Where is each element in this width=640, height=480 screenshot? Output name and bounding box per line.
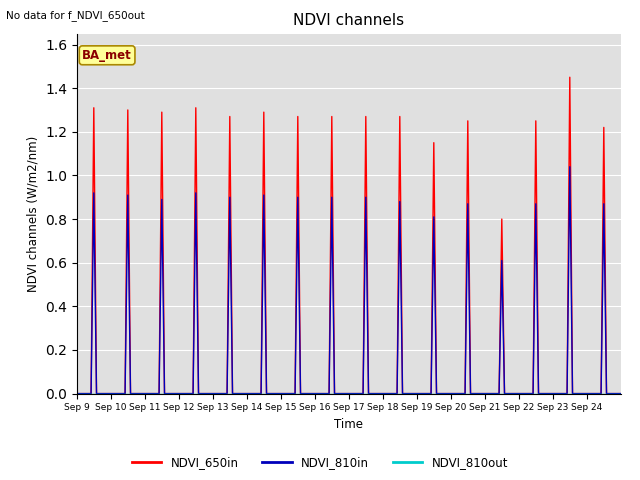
Line: NDVI_810in: NDVI_810in [77, 167, 621, 394]
NDVI_810in [566, 164, 573, 169]
NDVI_810out [396, 391, 404, 396]
NDVI_650in [428, 391, 435, 396]
NDVI_810out [617, 391, 625, 396]
X-axis label: Time: Time [334, 418, 364, 431]
NDVI_810out [399, 391, 406, 396]
Text: No data for f_NDVI_650out: No data for f_NDVI_650out [6, 10, 145, 21]
Y-axis label: NDVI channels (W/m2/nm): NDVI channels (W/m2/nm) [26, 135, 40, 292]
NDVI_650in [549, 391, 557, 396]
Line: NDVI_650in: NDVI_650in [77, 77, 621, 394]
NDVI_810in [447, 391, 454, 396]
NDVI_650in [617, 391, 625, 396]
Title: NDVI channels: NDVI channels [293, 13, 404, 28]
NDVI_650in [396, 114, 404, 120]
NDVI_650in [399, 391, 406, 396]
NDVI_650in [311, 391, 319, 396]
NDVI_810in [617, 391, 625, 396]
NDVI_810in [549, 391, 557, 396]
NDVI_650in [566, 74, 573, 80]
NDVI_810out [311, 391, 319, 396]
NDVI_650in [447, 391, 454, 396]
NDVI_810in [428, 391, 435, 396]
Text: BA_met: BA_met [82, 49, 132, 62]
Legend: NDVI_650in, NDVI_810in, NDVI_810out: NDVI_650in, NDVI_810in, NDVI_810out [127, 452, 513, 474]
NDVI_650in [73, 391, 81, 396]
NDVI_810in [73, 391, 81, 396]
NDVI_810in [399, 391, 406, 396]
NDVI_810in [396, 199, 404, 204]
NDVI_810out [549, 391, 557, 396]
NDVI_810out [73, 391, 81, 396]
NDVI_810out [447, 391, 454, 396]
NDVI_810out [428, 391, 435, 396]
NDVI_810in [311, 391, 319, 396]
